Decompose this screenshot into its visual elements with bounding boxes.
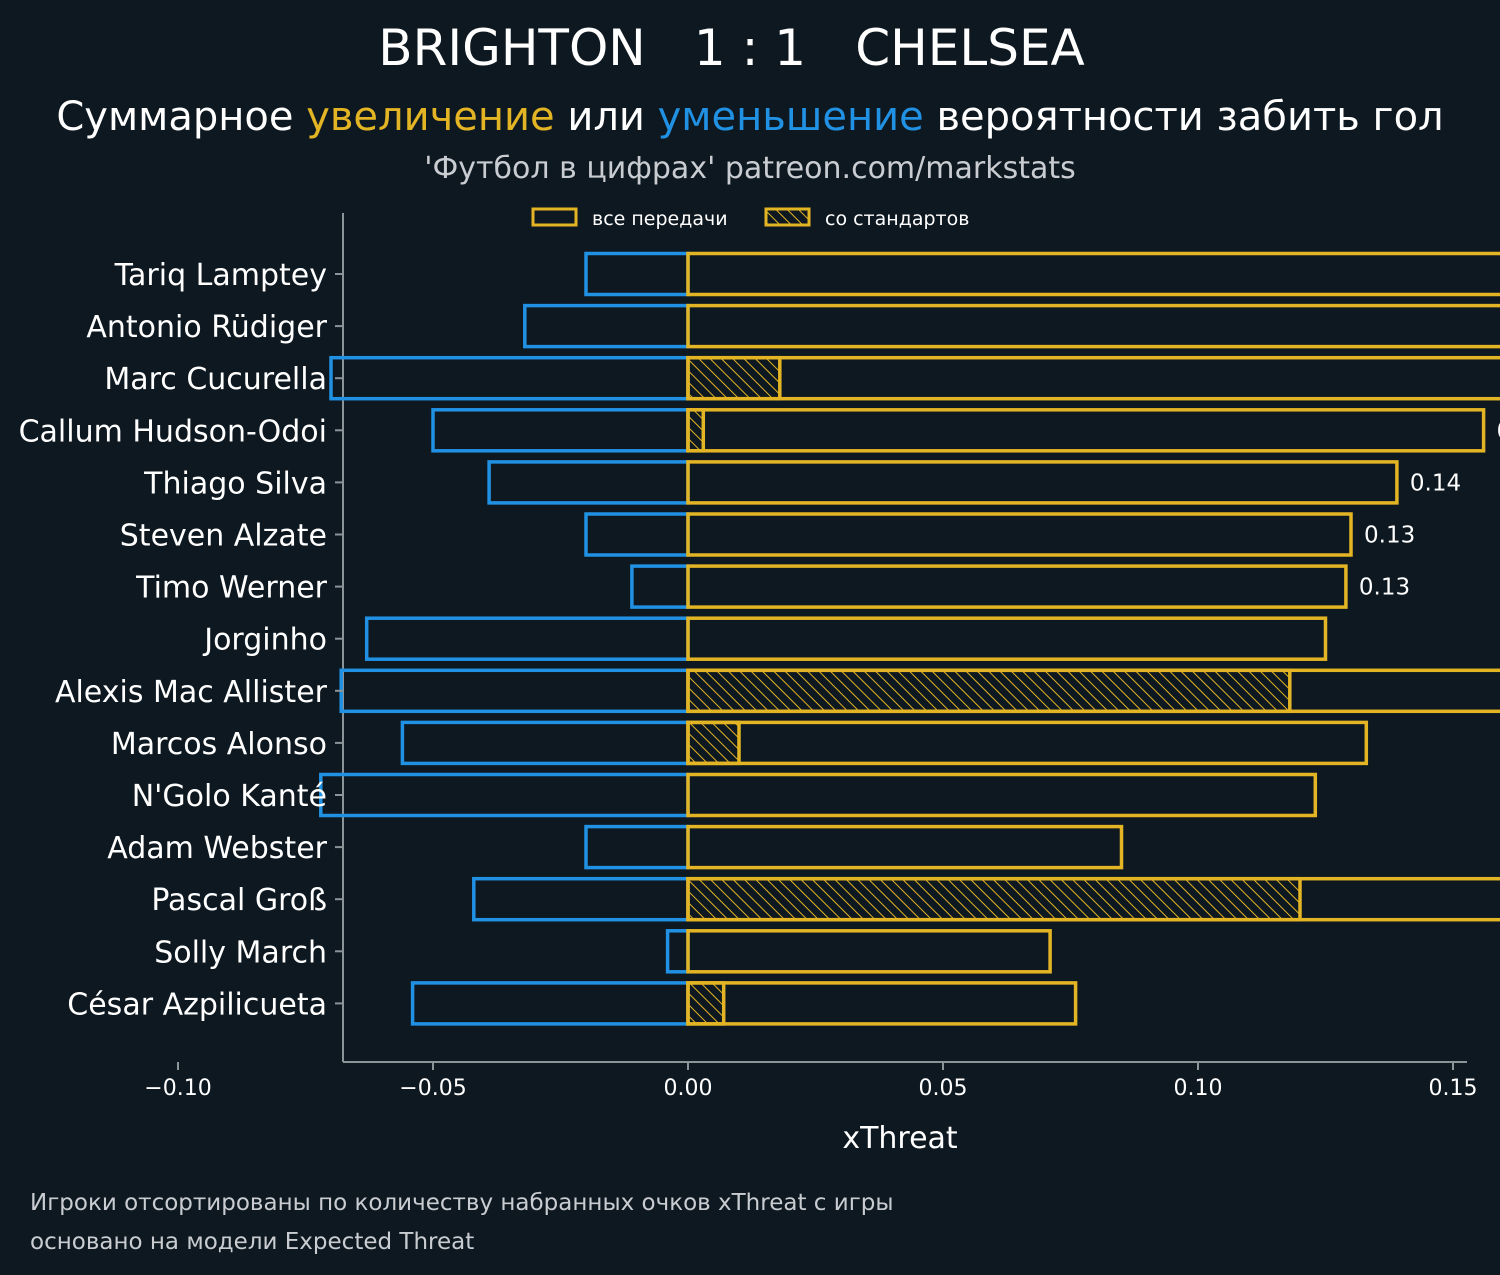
legend-swatch-all-passes [531,207,578,227]
bar-negative [584,824,690,870]
value-label: 0.16 [1497,418,1500,444]
bar-negative [472,876,690,922]
x-tick-label: −0.05 [399,1076,466,1101]
x-ticks-layer: −0.10−0.050.000.050.100.150.200.250.30 [144,1062,1478,1101]
y-tick-label: César Azpilicueta [67,987,327,1022]
y-tick-label: Tariq Lamptey [114,258,327,293]
bar-negative [523,303,690,349]
bar-negative [319,772,690,818]
bar-all-passes [686,460,1399,505]
y-tick-label: Adam Webster [107,831,327,866]
bar-all-passes [686,564,1348,609]
bar-negative [431,408,690,453]
bar-negative [665,929,690,974]
x-tick-label: 0.10 [1174,1076,1223,1101]
match-away-team: CHELSEA [855,19,1085,77]
bar-all-passes [686,251,1500,297]
y-tick-label: Jorginho [202,623,327,658]
bar-set-pieces [686,408,706,453]
y-tick-label: Thiago Silva [143,466,327,501]
subtitle-part-negative: уменьшение [658,94,924,140]
bar-negative [329,355,690,401]
y-tick-label: Antonio Rüdiger [86,310,327,345]
bar-all-passes [686,981,1078,1026]
bar-set-pieces [686,355,782,401]
footnote-sorting: Игроки отсортированы по количеству набра… [30,1190,894,1216]
subtitle-part-plain: Суммарное [56,94,306,140]
subtitle-part-plain: или [555,94,658,140]
bar-all-passes [686,303,1500,349]
x-tick-label: 0.15 [1429,1076,1478,1101]
bars-layer: 0.240.20.220.160.140.130.13 [319,251,1500,1026]
match-score: 1 : 1 [694,19,806,77]
x-tick-label: 0.05 [919,1076,968,1101]
bar-all-passes [686,668,1500,714]
legend-swatch-set-pieces [764,207,811,227]
bar-all-passes [686,616,1328,661]
bar-negative [400,720,690,766]
bar-all-passes [686,824,1124,870]
bar-all-passes [686,772,1318,818]
x-axis-label: xThreat [842,1121,958,1156]
value-label: 0.14 [1410,470,1461,496]
bar-negative [584,251,690,297]
y-tick-label: Callum Hudson-Odoi [19,414,327,449]
subtitle-part-positive: увеличение [306,94,554,140]
chart-subtitle: Суммарное увеличение или уменьшение веро… [56,94,1443,140]
bar-negative [630,564,690,609]
bar-all-passes [686,355,1500,401]
y-tick-label: Alexis Mac Allister [55,675,328,710]
bar-all-passes [686,876,1500,922]
y-tick-label: Timo Werner [135,571,327,606]
y-tick-label: Steven Alzate [120,519,327,554]
bar-all-passes [686,929,1052,974]
bar-set-pieces [686,668,1292,714]
y-tick-label: Pascal Groß [151,883,327,918]
y-ticks-layer: Tariq Lamptey Antonio Rüdiger Marc Cucurel… [19,258,343,1022]
x-tick-label: 0.00 [664,1076,713,1101]
bar-negative [487,460,690,505]
bar-negative [364,616,690,661]
bar-set-pieces [686,876,1302,922]
y-tick-label: Marc Cucurella [104,362,327,397]
value-label: 0.13 [1359,575,1410,601]
y-tick-label: Marcos Alonso [111,727,327,762]
bar-all-passes [686,408,1486,453]
value-label: 0.13 [1364,523,1415,549]
bar-all-passes [686,512,1353,557]
y-tick-label: Solly March [154,935,327,970]
legend: все передачи со стандартов [531,207,969,230]
legend-label-all-passes: все передачи [592,208,728,230]
bar-negative [584,512,690,557]
bar-negative [410,981,690,1026]
bar-set-pieces [686,981,726,1026]
subtitle-part-plain: вероятности забить гол [924,94,1444,140]
bar-all-passes [686,720,1369,766]
footnote-model: основано на модели Expected Threat [30,1229,474,1255]
bar-negative [339,668,690,714]
credit-line: 'Футбол в цифрах' patreon.com/markstats [424,151,1076,186]
bar-set-pieces [686,720,741,766]
y-tick-label: N'Golo Kanté [132,779,327,814]
legend-label-set-pieces: со стандартов [825,208,969,230]
match-home-team: BRIGHTON [378,19,645,77]
x-tick-label: −0.10 [144,1076,211,1101]
